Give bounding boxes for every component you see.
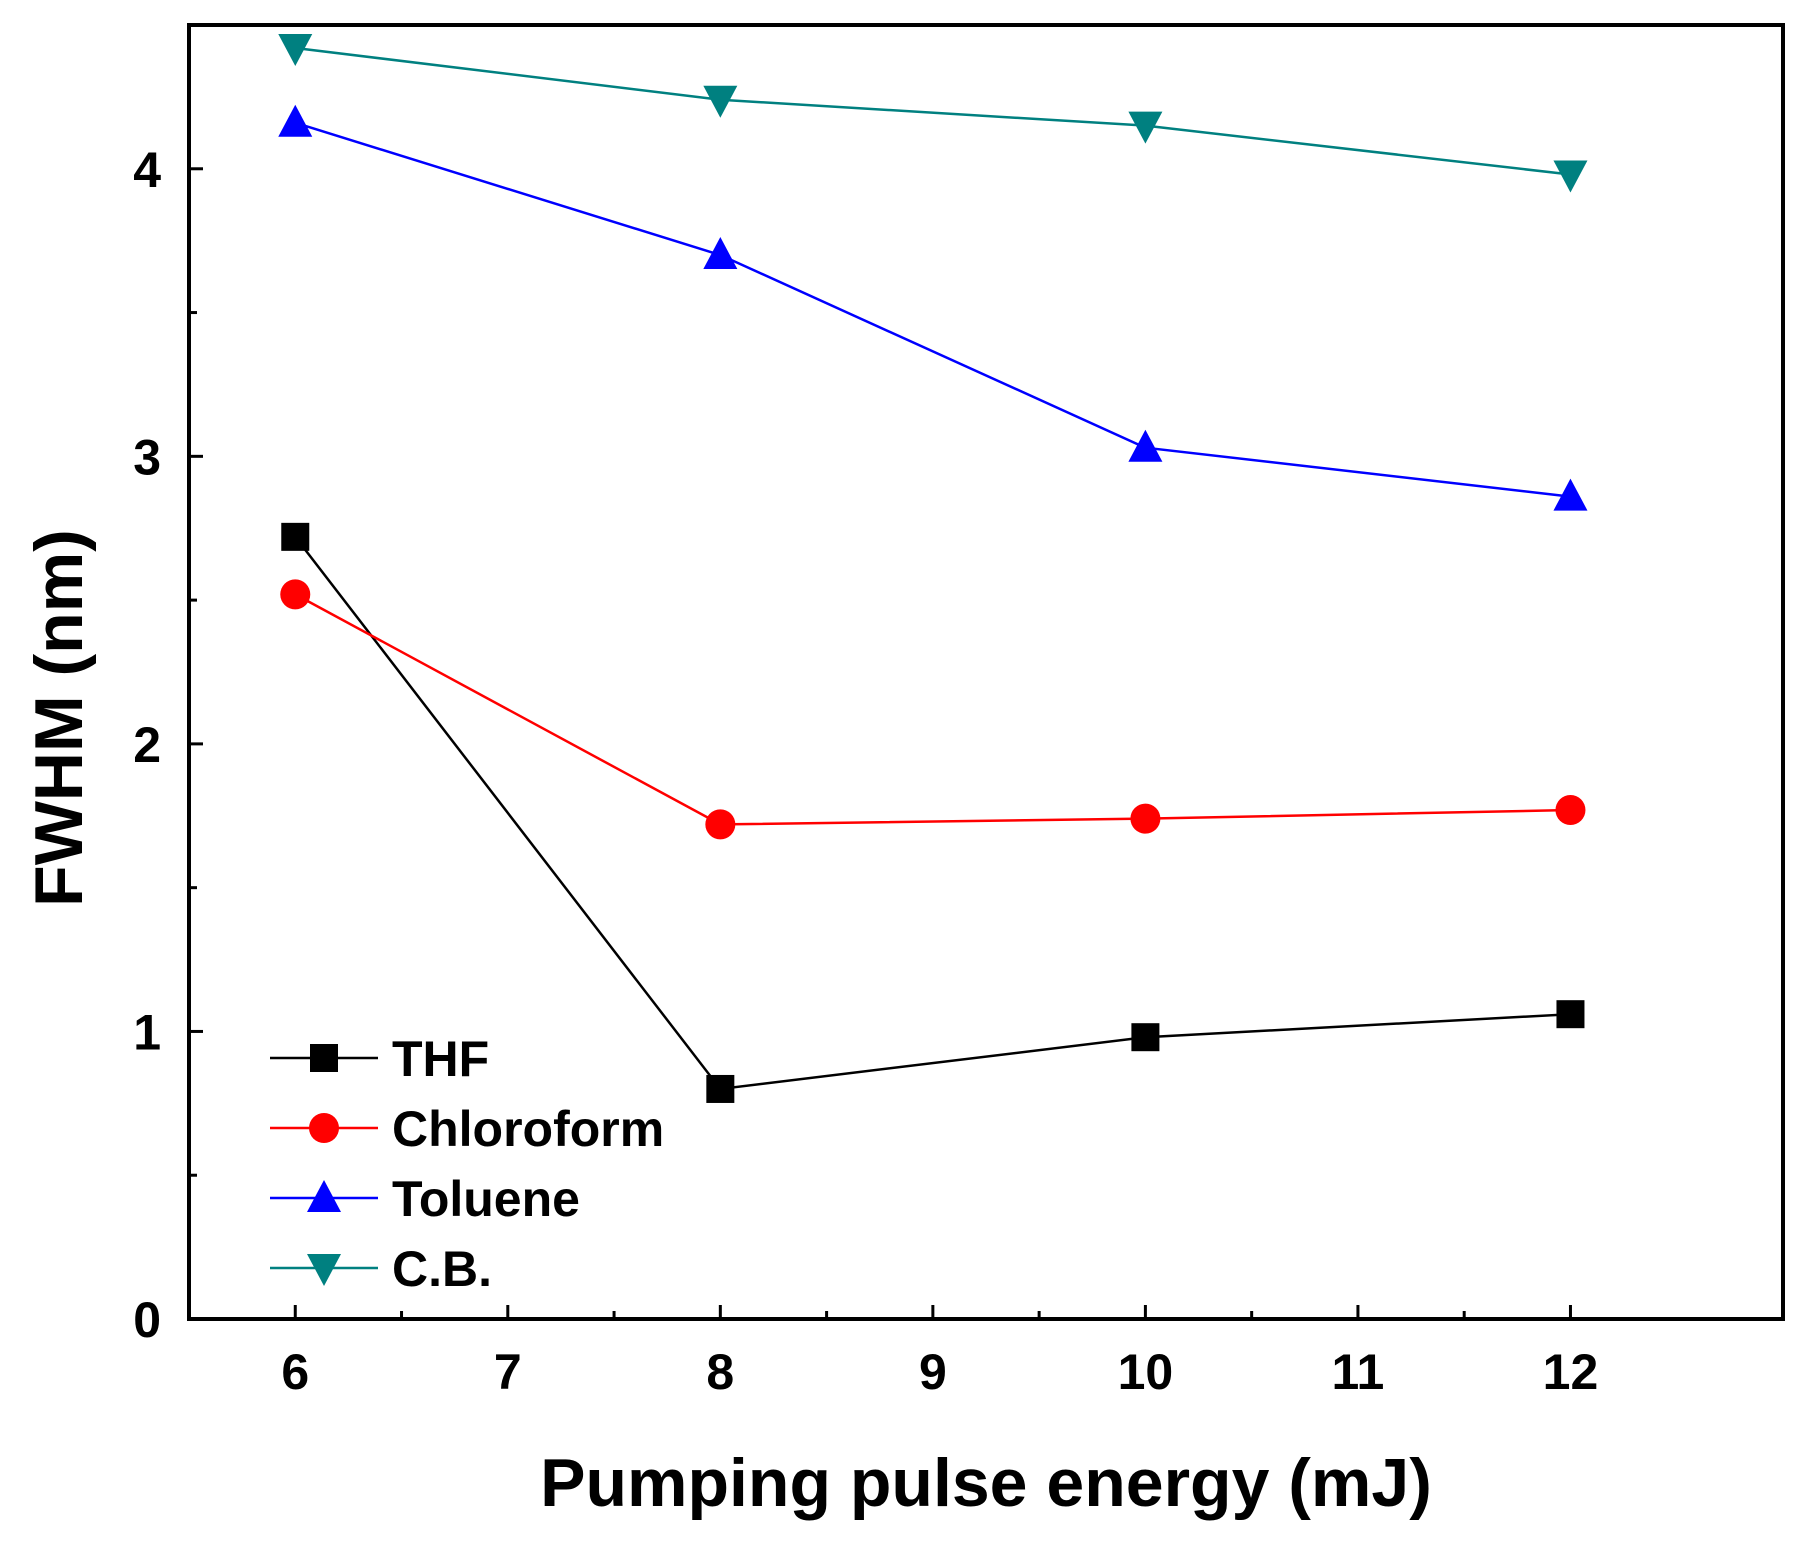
series-line-toluene [294,121,1571,498]
series-line-thf [294,536,1571,1091]
legend-label-c-b: C.B. [392,1241,492,1297]
legend-marker-c-b [307,1254,341,1286]
series-line-chloroform [294,593,1571,826]
legend-label-chloroform: Chloroform [392,1101,664,1157]
x-axis-title: Pumping pulse energy (mJ) [540,1445,1432,1521]
data-point-chloroform-10 [1130,803,1161,834]
legend-label-thf: THF [392,1031,489,1087]
x-tick-label-6: 6 [281,1344,309,1400]
data-point-thf-12 [1556,1000,1585,1029]
series-lines [294,46,1571,1091]
x-tick-label-8: 8 [706,1344,734,1400]
data-point-c-b-12 [1553,160,1588,193]
y-tick-label-4: 4 [133,142,161,198]
y-axis-title: FWHM (nm) [21,529,97,907]
y-tick-label-0: 0 [133,1292,161,1348]
data-point-toluene-6 [278,104,313,137]
x-tick-label-9: 9 [919,1344,947,1400]
data-point-toluene-10 [1128,429,1163,462]
y-tick-label-1: 1 [133,1004,161,1060]
x-tick-label-12: 12 [1543,1344,1599,1400]
legend: THF Chloroform Toluene C.B. [270,1031,664,1297]
x-tick-label-7: 7 [494,1344,522,1400]
x-tick-label-11: 11 [1332,1344,1385,1400]
data-point-c-b-6 [278,34,313,67]
series-line-c-b [295,46,1571,176]
data-point-chloroform-8 [705,809,736,840]
data-point-toluene-12 [1553,478,1588,511]
data-point-c-b-10 [1128,111,1163,144]
data-point-c-b-8 [703,85,738,118]
data-point-toluene-8 [703,237,738,270]
legend-label-toluene: Toluene [392,1171,580,1227]
y-tick-label-3: 3 [133,429,161,485]
y-tick-label-2: 2 [133,717,161,773]
legend-marker-thf [310,1044,338,1072]
plot-frame [187,23,1785,1321]
data-point-chloroform-6 [280,579,311,610]
legend-marker-toluene [307,1180,341,1212]
series-markers [278,34,1588,1103]
data-point-thf-8 [706,1074,735,1103]
data-point-thf-10 [1131,1023,1160,1052]
data-point-chloroform-12 [1555,795,1586,826]
data-point-thf-6 [281,522,310,551]
x-tick-label-10: 10 [1118,1344,1174,1400]
legend-marker-chloroform [309,1113,339,1143]
